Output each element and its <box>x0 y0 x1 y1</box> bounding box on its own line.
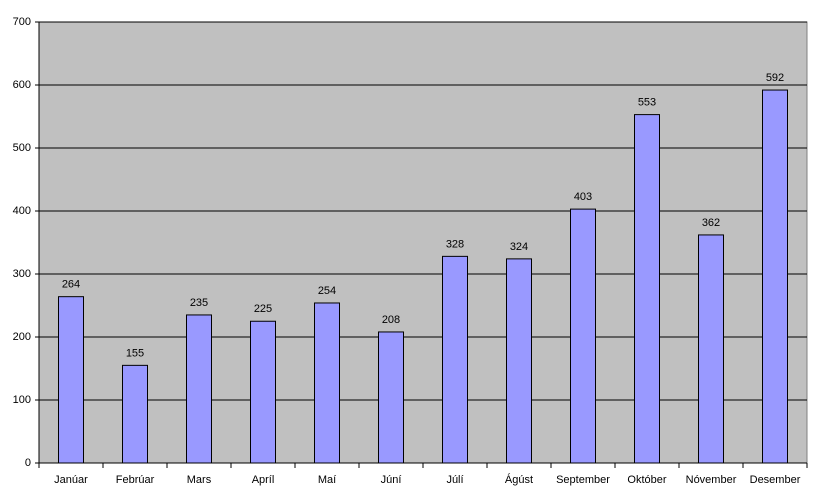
x-tick-label: Apríl <box>252 474 275 486</box>
value-label: 208 <box>382 314 400 326</box>
x-tick-label: Júlí <box>446 474 463 486</box>
bar <box>762 89 788 464</box>
x-tick-label: Febrúar <box>116 474 155 486</box>
bar <box>698 234 724 464</box>
value-label: 225 <box>254 303 272 315</box>
x-tick-label: September <box>556 474 610 486</box>
x-tick-label: Maí <box>318 474 336 486</box>
bar <box>186 314 212 464</box>
y-tick-label: 500 <box>13 142 31 154</box>
value-label: 553 <box>638 97 656 109</box>
y-tick-label: 700 <box>13 16 31 28</box>
value-label: 235 <box>190 297 208 309</box>
value-label: 403 <box>574 191 592 203</box>
bar <box>506 258 532 464</box>
x-tick-label: Mars <box>187 474 212 486</box>
bar <box>250 320 276 464</box>
x-tick-label: Nóvember <box>686 474 737 486</box>
value-label: 264 <box>62 279 80 291</box>
value-label: 155 <box>126 347 144 359</box>
bar <box>122 364 148 464</box>
value-label: 324 <box>510 241 528 253</box>
plot-area <box>38 21 808 464</box>
bar <box>634 114 660 464</box>
x-tick-label: Október <box>627 474 666 486</box>
bar <box>442 255 468 464</box>
bar <box>314 302 340 464</box>
x-tick-label: Júní <box>381 474 402 486</box>
value-label: 362 <box>702 217 720 229</box>
x-tick-label: Janúar <box>54 474 88 486</box>
y-tick-label: 0 <box>25 457 31 469</box>
y-tick-label: 200 <box>13 331 31 343</box>
x-tick-label: Desember <box>750 474 801 486</box>
y-tick-label: 100 <box>13 394 31 406</box>
value-label: 328 <box>446 238 464 250</box>
value-label: 254 <box>318 285 336 297</box>
value-label: 592 <box>766 72 784 84</box>
y-tick-label: 300 <box>13 268 31 280</box>
bar <box>570 208 596 464</box>
y-tick-label: 600 <box>13 79 31 91</box>
x-tick-label: Ágúst <box>505 473 533 486</box>
bar <box>378 331 404 464</box>
bar <box>58 296 84 464</box>
y-tick-label: 400 <box>13 205 31 217</box>
